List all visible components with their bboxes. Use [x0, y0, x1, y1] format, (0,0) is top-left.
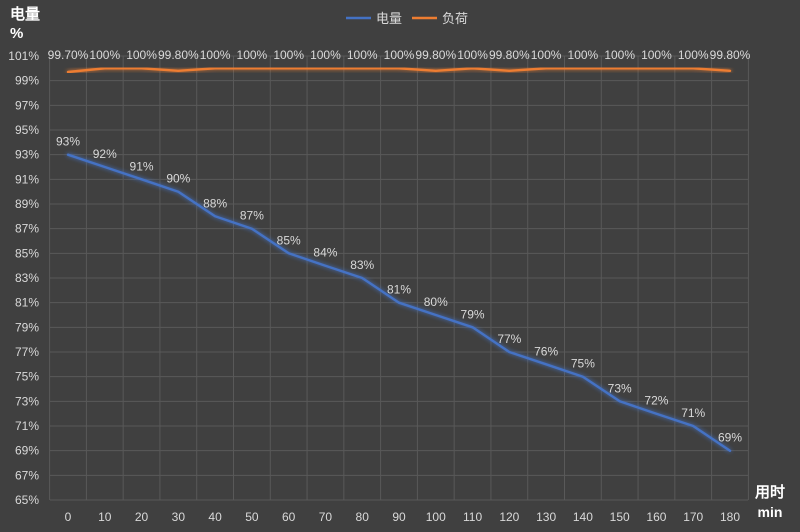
- x-tick-label: 130: [536, 510, 556, 524]
- x-tick-label: 100: [426, 510, 446, 524]
- y-tick-label: 77%: [15, 345, 39, 359]
- y-tick-label: 101%: [8, 49, 39, 63]
- y-tick-label: 65%: [15, 493, 39, 507]
- series-line-battery: [66, 153, 732, 452]
- data-label-load: 100%: [604, 48, 635, 62]
- data-label-battery: 84%: [313, 246, 337, 260]
- x-axis-ticks: 0 10 20 30 40 50 60 70 80 90 100 110 120 130 140 150 160…: [65, 510, 741, 524]
- data-label-battery: 80%: [424, 295, 448, 309]
- data-label-load: 100%: [347, 48, 378, 62]
- data-label-battery: 75%: [571, 357, 595, 371]
- data-label-battery: 76%: [534, 344, 558, 358]
- y-tick-label: 75%: [15, 370, 39, 384]
- data-label-battery: 91%: [130, 159, 154, 173]
- data-label-battery: 85%: [277, 233, 301, 247]
- data-label-battery: 88%: [203, 196, 227, 210]
- data-label-load: 100%: [200, 48, 231, 62]
- legend: 电量 负荷: [346, 11, 468, 26]
- y-tick-label: 85%: [15, 246, 39, 260]
- data-label-battery: 79%: [461, 307, 485, 321]
- data-label-battery: 93%: [56, 135, 80, 149]
- x-tick-label: 60: [282, 510, 296, 524]
- data-labels: 93% 92% 91% 90% 88% 87% 85% 84% 83% 81% 80% 79% 77% 7…: [48, 48, 751, 445]
- data-label-battery: 90%: [166, 172, 190, 186]
- x-tick-label: 120: [499, 510, 519, 524]
- data-label-battery: 92%: [93, 147, 117, 161]
- data-label-load: 100%: [126, 48, 157, 62]
- y-tick-label: 67%: [15, 468, 39, 482]
- data-label-load: 100%: [310, 48, 341, 62]
- x-tick-label: 180: [720, 510, 740, 524]
- y-tick-label: 71%: [15, 419, 39, 433]
- x-tick-label: 160: [646, 510, 666, 524]
- data-label-battery: 72%: [644, 394, 668, 408]
- y-tick-label: 93%: [15, 148, 39, 162]
- data-label-load: 100%: [678, 48, 709, 62]
- x-tick-label: 0: [65, 510, 72, 524]
- x-tick-label: 150: [610, 510, 630, 524]
- legend-label-load: 负荷: [442, 11, 468, 26]
- data-label-load: 99.70%: [48, 48, 89, 62]
- y-axis-title-line1: 电量: [10, 5, 40, 23]
- y-axis-ticks: 65% 67% 69% 71% 73% 75% 77% 79% 81% 83% 85% 87% 89% 9…: [8, 49, 39, 507]
- y-tick-label: 97%: [15, 98, 39, 112]
- data-label-load: 99.80%: [710, 48, 751, 62]
- y-tick-label: 79%: [15, 320, 39, 334]
- y-tick-label: 91%: [15, 172, 39, 186]
- x-axis-title-line2: min: [758, 504, 783, 520]
- x-tick-label: 140: [573, 510, 593, 524]
- data-label-battery: 81%: [387, 283, 411, 297]
- data-label-battery: 71%: [681, 406, 705, 420]
- data-label-battery: 69%: [718, 431, 742, 445]
- x-tick-label: 170: [683, 510, 703, 524]
- x-tick-label: 50: [245, 510, 259, 524]
- x-tick-label: 30: [172, 510, 186, 524]
- series-lines: [66, 67, 732, 452]
- data-label-load: 100%: [237, 48, 268, 62]
- data-label-load: 99.80%: [489, 48, 530, 62]
- data-label-battery: 87%: [240, 209, 264, 223]
- x-axis-title-line1: 用时: [755, 484, 785, 501]
- data-label-battery: 73%: [608, 381, 632, 395]
- data-label-load: 100%: [384, 48, 415, 62]
- data-label-load: 100%: [568, 48, 599, 62]
- data-label-load: 100%: [457, 48, 488, 62]
- x-tick-label: 20: [135, 510, 149, 524]
- y-axis-title-line2: %: [10, 25, 23, 42]
- x-tick-label: 110: [463, 510, 482, 524]
- legend-label-battery: 电量: [376, 11, 402, 26]
- y-tick-label: 81%: [15, 296, 39, 310]
- data-label-load: 99.80%: [158, 48, 199, 62]
- data-label-load: 100%: [273, 48, 304, 62]
- y-tick-label: 89%: [15, 197, 39, 211]
- y-tick-label: 95%: [15, 123, 39, 137]
- series-line-load: [66, 67, 732, 74]
- y-tick-label: 99%: [15, 74, 39, 88]
- data-label-load: 100%: [89, 48, 120, 62]
- data-label-battery: 77%: [497, 332, 521, 346]
- y-tick-label: 69%: [15, 444, 39, 458]
- x-tick-label: 70: [319, 510, 333, 524]
- data-label-load: 100%: [641, 48, 672, 62]
- x-tick-label: 90: [392, 510, 406, 524]
- x-tick-label: 80: [356, 510, 370, 524]
- data-label-load: 99.80%: [415, 48, 456, 62]
- x-tick-label: 10: [98, 510, 112, 524]
- x-tick-label: 40: [208, 510, 222, 524]
- legend-item-battery[interactable]: 电量: [346, 11, 402, 26]
- y-tick-label: 87%: [15, 222, 39, 236]
- y-tick-label: 83%: [15, 271, 39, 285]
- data-label-battery: 83%: [350, 258, 374, 272]
- data-label-load: 100%: [531, 48, 562, 62]
- y-tick-label: 73%: [15, 394, 39, 408]
- legend-item-load[interactable]: 负荷: [412, 11, 468, 26]
- gridlines: [49, 55, 749, 501]
